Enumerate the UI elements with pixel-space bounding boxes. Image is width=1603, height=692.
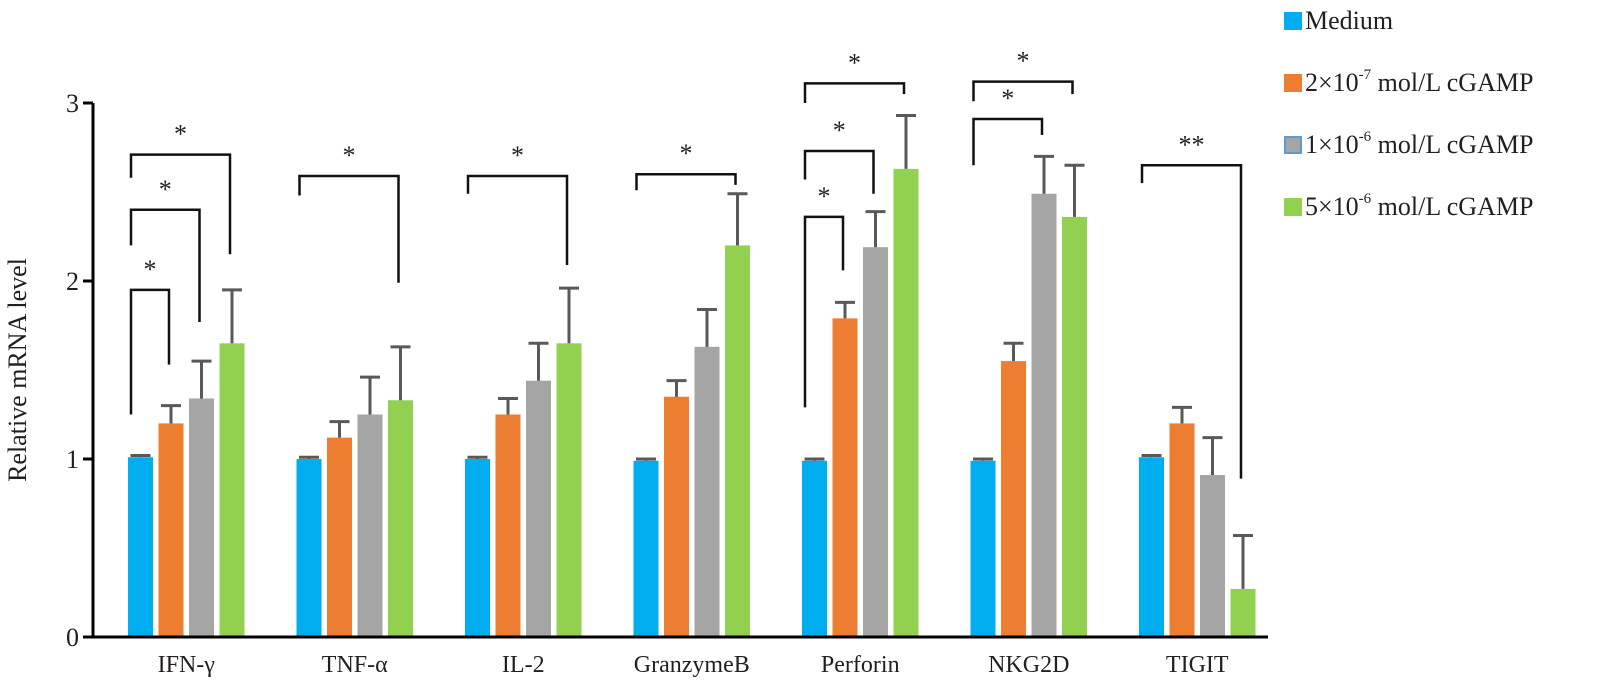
significance-bracket (635, 172, 737, 191)
bar (357, 414, 383, 636)
significance-brackets: **** * ******** (129, 47, 1243, 479)
significance-bracket (466, 174, 569, 265)
legend-swatch (1284, 74, 1302, 92)
bar (526, 380, 551, 636)
legend-swatch (1284, 12, 1302, 30)
legend-label: Medium (1305, 6, 1394, 35)
x-tick-label: IL-2 (502, 652, 545, 678)
bar (893, 168, 919, 636)
bars (128, 168, 1256, 636)
bar (802, 460, 827, 636)
significance-label: * (511, 141, 524, 170)
tick-labels: 0 1 2 3 IFN-γ TNF-α IL-2 GranzymeB Perforin NKG2D… (66, 89, 1229, 678)
bar (465, 459, 490, 636)
legend-item: 5×10-6 mol/L cGAMP (1284, 191, 1534, 222)
bar (1169, 423, 1195, 636)
bar (388, 400, 413, 636)
significance-label: * (680, 139, 693, 168)
x-tick-label: GranzymeB (634, 652, 750, 678)
bar (556, 343, 582, 636)
legend-swatch (1284, 198, 1302, 216)
bar (725, 245, 750, 636)
significance-label: * (343, 141, 356, 170)
bar (1139, 457, 1164, 636)
x-tick-label: TNF-α (322, 652, 388, 678)
bar (970, 460, 996, 636)
significance-bracket (1140, 164, 1243, 479)
significance-bracket (298, 174, 400, 283)
significance-bracket (803, 82, 906, 103)
significance-bracket (129, 288, 171, 415)
bar (694, 346, 720, 636)
x-tick-label: Perforin (821, 652, 900, 678)
bar (1031, 193, 1057, 636)
bar (832, 318, 858, 636)
legend-item: Medium (1284, 6, 1533, 36)
significance-bracket (129, 153, 232, 255)
bar (189, 398, 214, 636)
bar (219, 343, 245, 636)
significance-label: * (144, 255, 157, 284)
error-bars (130, 113, 1253, 589)
bar (1001, 361, 1026, 636)
bar (327, 437, 352, 636)
x-tick-label: TIGIT (1166, 652, 1229, 678)
bar (1230, 588, 1256, 636)
bar (664, 396, 689, 636)
legend-item: 2×10-7 mol/L cGAMP (1284, 67, 1534, 98)
significance-bracket (972, 117, 1044, 166)
bar (128, 457, 153, 636)
significance-label: * (818, 182, 831, 211)
y-tick-label: 2 (66, 267, 79, 296)
significance-label: * (833, 116, 846, 145)
significance-label: * (159, 175, 172, 204)
y-axis-title: Relative mRNA level (3, 258, 32, 482)
bar (296, 459, 322, 636)
significance-bracket (972, 80, 1074, 102)
y-tick-label: 1 (66, 445, 79, 474)
legend-label: 1×10-6 mol/L cGAMP (1305, 129, 1534, 159)
bar (1200, 475, 1225, 636)
significance-bracket (129, 208, 201, 322)
bar (158, 423, 184, 636)
legend: Medium 2×10-7 mol/L cGAMP 1×10-6 mol/L cGA… (1284, 6, 1533, 254)
legend-label: 2×10-7 mol/L cGAMP (1305, 67, 1534, 97)
x-tick-label: NKG2D (988, 652, 1069, 678)
y-tick-label: 0 (66, 623, 79, 652)
bar (863, 247, 888, 636)
legend-label: 5×10-6 mol/L cGAMP (1305, 191, 1534, 221)
significance-label: * (848, 48, 861, 77)
significance-label: * (1001, 84, 1014, 113)
x-tick-label: IFN-γ (158, 652, 216, 678)
significance-label: * (1017, 47, 1030, 76)
significance-label: * (174, 120, 187, 149)
bar (633, 460, 659, 636)
bar (495, 414, 521, 636)
significance-label: ** (1179, 130, 1205, 159)
axes (83, 101, 1268, 639)
bar (1062, 216, 1087, 636)
significance-bracket (803, 149, 875, 194)
significance-bracket (803, 215, 845, 408)
y-tick-label: 3 (66, 89, 79, 118)
legend-item: 1×10-6 mol/L cGAMP (1284, 129, 1534, 160)
legend-swatch (1284, 136, 1302, 154)
